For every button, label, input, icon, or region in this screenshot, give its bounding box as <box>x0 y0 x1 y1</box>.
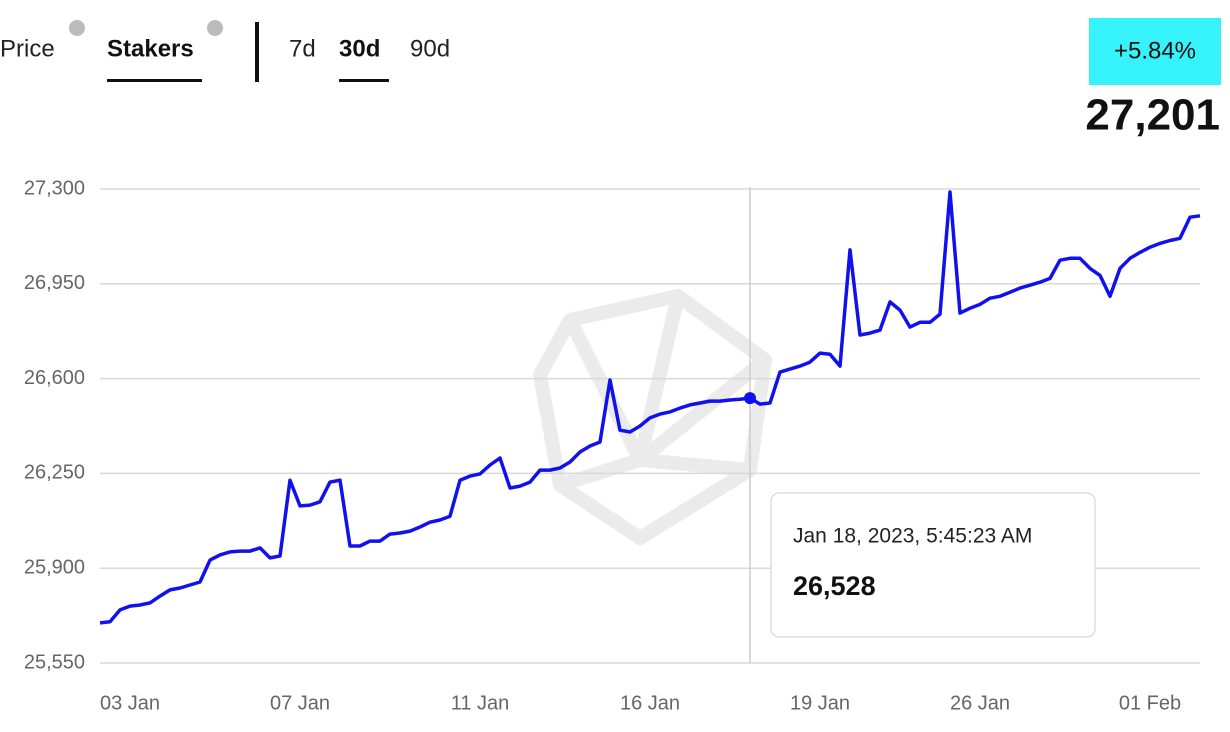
range-active[interactable]: 30d <box>339 35 380 62</box>
y-tick-label: 26,950 <box>24 272 85 294</box>
y-tick-label: 26,250 <box>24 462 85 484</box>
x-tick-label: 16 Jan <box>620 692 680 714</box>
range-underline <box>339 79 389 82</box>
y-tick-label: 25,900 <box>24 556 85 578</box>
line <box>99 190 1201 625</box>
current-value: 27,201 <box>1085 91 1220 140</box>
x-tick-label: 07 Jan <box>270 692 330 714</box>
x-tick-label: 26 Jan <box>950 692 1010 714</box>
x-tick-label: 19 Jan <box>790 692 850 714</box>
change-badge <box>1089 18 1221 85</box>
y-tick-label: 25,550 <box>24 651 85 673</box>
x-tick-label: 11 Jan <box>451 692 510 714</box>
info-icon[interactable] <box>69 20 85 36</box>
range[interactable]: 7d <box>289 35 316 62</box>
plot: 25,550 25,900 26,250 26,600 26,950 27,300 03 J… <box>24 177 1201 714</box>
info-icon[interactable] <box>207 20 223 36</box>
x-tick-label: 01 Feb <box>1119 692 1181 714</box>
x-tick-label: 03 Jan <box>100 692 160 714</box>
tab-active[interactable]: Stakers <box>107 35 194 62</box>
y-tick-label: 27,300 <box>24 177 85 199</box>
y-tick-label: 26,600 <box>24 367 85 389</box>
tab-underline <box>107 79 202 82</box>
range[interactable]: 90d <box>410 35 450 62</box>
tooltip-date: Jan 18, 2023, 5:45:23 AM <box>793 525 1032 548</box>
divider <box>255 22 259 82</box>
tooltip-value: 26,528 <box>793 571 876 601</box>
tooltip-box <box>770 492 1096 638</box>
hover-dot <box>744 392 756 405</box>
tab[interactable]: Price <box>0 35 55 62</box>
change: +5.84% <box>1114 37 1196 64</box>
